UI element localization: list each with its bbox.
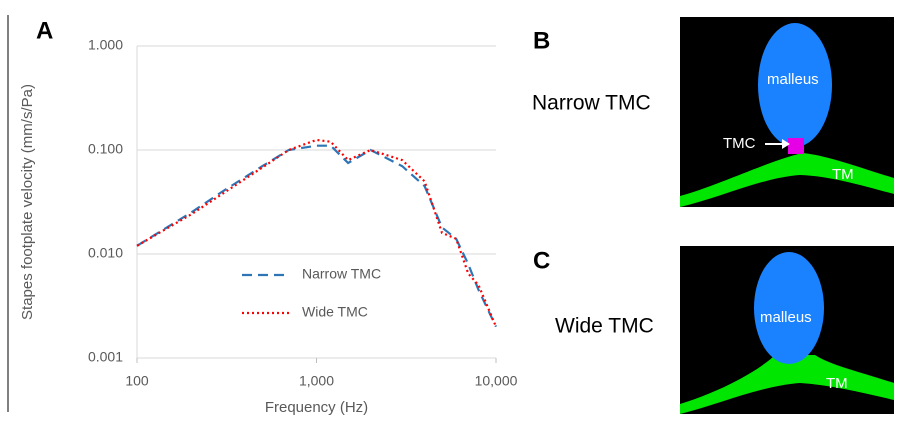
y-tick-label: 0.010	[88, 245, 123, 261]
image-narrow	[680, 17, 894, 207]
y-tick-label: 0.001	[88, 349, 123, 365]
panel-label: B	[533, 27, 550, 54]
panel-label: A	[36, 17, 53, 44]
series-line	[136, 144, 497, 328]
panel-label: C	[533, 247, 550, 274]
x-tick-label: 100	[125, 373, 149, 389]
malleus-label: malleus	[767, 71, 819, 88]
y-axis-label: Stapes footplate velocity (mm/s/Pa)	[19, 84, 36, 320]
legend-label: Narrow TMC	[302, 266, 381, 282]
x-tick-label: 10,000	[475, 373, 518, 389]
tmc-label: TMC	[723, 135, 756, 152]
legend-label: Wide TMC	[302, 304, 368, 320]
x-tick-label: 1,000	[299, 373, 334, 389]
tm-label: TM	[832, 166, 854, 183]
x-axis-label: Frequency (Hz)	[265, 399, 368, 416]
series-line	[136, 138, 498, 328]
condition-label: Wide TMC	[555, 315, 654, 338]
y-tick-label: 0.100	[88, 141, 123, 157]
y-tick-label: 1.000	[88, 37, 123, 53]
tm-label: TM	[826, 375, 848, 392]
condition-label: Narrow TMC	[532, 92, 651, 115]
image-wide	[680, 246, 894, 414]
malleus-label: malleus	[760, 309, 812, 326]
